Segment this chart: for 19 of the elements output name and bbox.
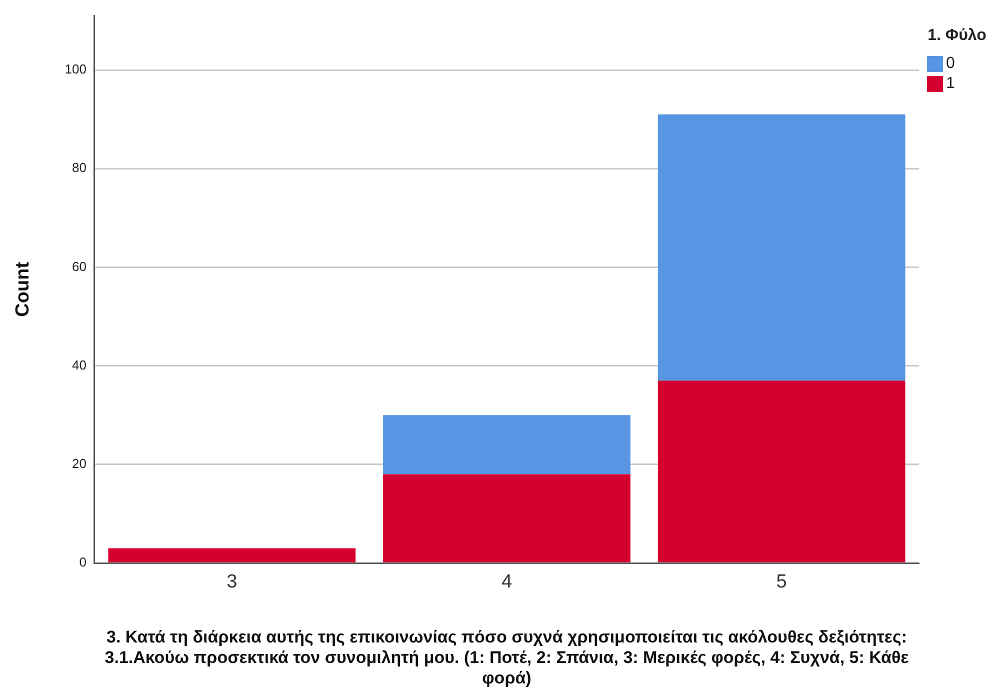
x-tick-label: 4 — [501, 572, 512, 593]
y-tick-label: 0 — [79, 554, 86, 570]
y-axis-title: Count — [12, 261, 34, 317]
bar — [383, 474, 630, 562]
bar — [108, 548, 356, 562]
y-tick-label: 20 — [72, 456, 86, 471]
bar — [658, 380, 906, 562]
legend-label: 0 — [946, 54, 955, 73]
y-tick-label: 100 — [64, 62, 86, 77]
x-tick-label: 3 — [226, 572, 238, 593]
bar — [658, 114, 906, 381]
y-tick-label: 80 — [72, 160, 86, 176]
legend-title: 1. Φύλο — [927, 26, 987, 46]
x-tick-label: 5 — [776, 572, 787, 593]
y-tick-label: 60 — [72, 258, 86, 274]
x-axis-title: 3. Κατά τη διάρκεια αυτής της επικοινωνίας πόσο συχνά χρησιμοποιείται τις ακόλουθες δεξιότητες: 3.1.Ακούω προσεκτικά τον συνομιλητή μου. (1: Ποτέ, 2: Σπάνια, 3: Μερικές φορές, 4: Συχνά, 5: Κάθε φορά) — [104, 628, 909, 688]
bar — [383, 415, 630, 474]
legend-label: 1 — [946, 74, 955, 93]
y-tick-label: 40 — [72, 357, 86, 372]
